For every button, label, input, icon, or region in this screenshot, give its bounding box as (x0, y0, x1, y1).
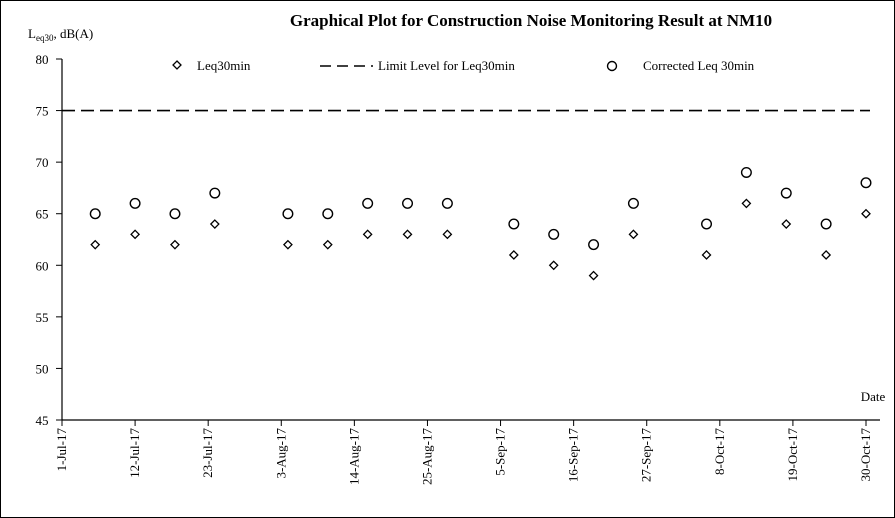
legend-label-limit-level: Limit Level for Leq30min (378, 58, 515, 73)
leq30min-point (701, 250, 712, 260)
leq30min-point (90, 239, 101, 250)
corrected-leq-point (441, 197, 453, 209)
chart-title: Graphical Plot for Construction Noise Mo… (290, 11, 772, 30)
corrected-leq-point (740, 166, 752, 178)
leq30min-point (781, 219, 792, 229)
x-tick-label: 1-Jul-17 (54, 428, 69, 472)
corrected-leq-point (588, 239, 600, 251)
y-tick-label: 60 (36, 258, 49, 273)
x-tick-label: 12-Jul-17 (127, 428, 142, 478)
corrected-leq-point (209, 187, 221, 199)
y-tick-label: 70 (36, 155, 49, 170)
y-axis-label: Leq30, dB(A) (28, 26, 93, 43)
data-marks (62, 109, 872, 281)
x-tick-label: 16-Sep-17 (566, 428, 581, 483)
leq30min-point (130, 229, 141, 240)
legend: Leq30min Limit Level for Leq30min Correc… (172, 58, 755, 73)
corrected-leq-point (402, 197, 414, 209)
leq30min-point (741, 198, 752, 209)
leq30min-point (209, 219, 220, 229)
corrected-leq-point (820, 218, 832, 230)
corrected-leq-point (860, 177, 872, 189)
leq30min-point (588, 270, 599, 281)
x-tick-label: 19-Oct-17 (785, 428, 800, 482)
y-tick-label: 80 (36, 52, 49, 67)
y-tick-label: 75 (36, 104, 49, 119)
corrected-leq-point (780, 187, 792, 199)
x-tick-label: 25-Aug-17 (419, 428, 434, 486)
leq30min-point (508, 250, 519, 260)
y-tick-label: 50 (36, 361, 49, 376)
x-tick-label: 30-Oct-17 (858, 428, 873, 482)
y-tick-label: 45 (36, 413, 49, 428)
corrected-leq-point (701, 218, 713, 230)
corrected-leq-point (282, 208, 294, 220)
x-tick-label: 8-Oct-17 (712, 428, 727, 475)
legend-label-corrected-leq: Corrected Leq 30min (643, 58, 755, 73)
legend-label-leq30min: Leq30min (197, 58, 251, 73)
x-tick-label: 3-Aug-17 (273, 428, 288, 479)
corrected-leq-point (362, 197, 374, 209)
y-tick-label: 65 (36, 207, 49, 222)
axes: 45 50 55 60 65 70 75 80 1-Jul-17 12-Jul-17 23-Jul-… (36, 52, 880, 486)
corrected-leq-point (627, 197, 639, 209)
corrected-leq-point (89, 208, 101, 220)
leq30min-point (322, 239, 333, 250)
leq30min-point (628, 229, 639, 240)
legend-diamond-marker (172, 60, 182, 70)
corrected-leq-point (322, 208, 334, 220)
leq30min-point (170, 239, 180, 250)
leq30min-point (442, 229, 453, 240)
corrected-leq-point (169, 208, 181, 220)
leq30min-point (362, 229, 373, 240)
corrected-leq-point (548, 228, 560, 240)
leq30min-point (861, 208, 871, 219)
leq30min-point (821, 250, 832, 260)
x-tick-label: 14-Aug-17 (346, 428, 361, 486)
x-axis-label: Date (861, 389, 886, 404)
corrected-leq-point (129, 197, 141, 209)
corrected-leq-point (508, 218, 520, 230)
x-tick-label: 27-Sep-17 (639, 428, 654, 483)
legend-circle-marker (606, 60, 618, 72)
leq30min-point (282, 239, 293, 250)
leq30min-point (402, 229, 413, 240)
x-tick-label: 5-Sep-17 (493, 428, 508, 476)
leq30min-point (548, 260, 559, 271)
x-tick-label: 23-Jul-17 (200, 428, 215, 478)
y-tick-label: 55 (36, 310, 49, 325)
